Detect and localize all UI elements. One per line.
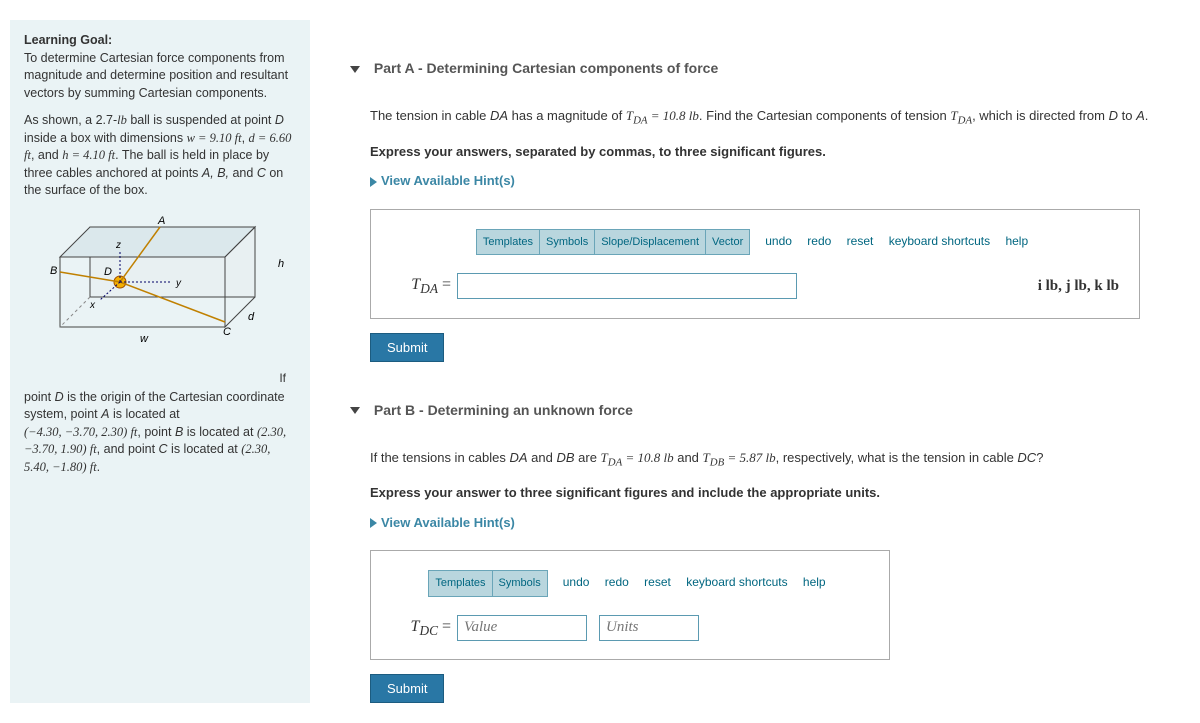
triangle-right-icon xyxy=(370,177,377,187)
svg-text:z: z xyxy=(115,240,121,251)
tb-templates[interactable]: Templates xyxy=(476,229,540,256)
part-b-value-input[interactable] xyxy=(457,615,587,641)
svg-text:C: C xyxy=(223,326,231,338)
tb-undo[interactable]: undo xyxy=(759,228,798,254)
learning-panel: Learning Goal: To determine Cartesian fo… xyxy=(10,20,310,703)
box-figure: A B C D w d h x y z xyxy=(30,212,290,362)
svg-text:x: x xyxy=(89,300,96,311)
part-a-submit-button[interactable]: Submit xyxy=(370,333,444,362)
part-a-answer-input[interactable] xyxy=(457,273,797,299)
tb-slope[interactable]: Slope/Displacement xyxy=(594,229,706,256)
part-a-header[interactable]: Part A - Determining Cartesian component… xyxy=(350,60,1190,76)
svg-text:y: y xyxy=(175,278,182,289)
tb-reset[interactable]: reset xyxy=(841,228,880,254)
learning-goal-text: To determine Cartesian force components … xyxy=(24,51,288,100)
part-b-instruction: Express your answer to three significant… xyxy=(370,483,1190,503)
tb-redo[interactable]: redo xyxy=(599,569,635,595)
tb-symbols[interactable]: Symbols xyxy=(539,229,595,256)
tb-undo[interactable]: undo xyxy=(557,569,596,595)
part-b-body: If the tensions in cables DA and DB are … xyxy=(370,448,1190,704)
svg-text:B: B xyxy=(50,265,57,277)
learning-goal-label: Learning Goal: xyxy=(24,33,112,47)
tb-help[interactable]: help xyxy=(999,228,1034,254)
svg-text:D: D xyxy=(104,266,112,278)
tb-vector[interactable]: Vector xyxy=(705,229,750,256)
tb-redo[interactable]: redo xyxy=(801,228,837,254)
part-a-hint-link[interactable]: View Available Hint(s) xyxy=(370,171,515,191)
problem-para-1: As shown, a 2.7-lb ball is suspended at … xyxy=(24,112,296,200)
part-a-toolbar: TemplatesSymbolsSlope/DisplacementVector… xyxy=(391,228,1119,256)
caret-down-icon xyxy=(350,407,360,414)
tb-kbd[interactable]: keyboard shortcuts xyxy=(883,228,996,254)
part-b-toolbar: TemplatesSymbols undo redo reset keyboar… xyxy=(391,569,869,597)
svg-text:A: A xyxy=(157,215,165,227)
part-a-units: i lb, j lb, k lb xyxy=(1038,275,1119,298)
caret-down-icon xyxy=(350,66,360,73)
part-a-lhs: TDA = xyxy=(391,273,457,299)
part-a-instruction: Express your answers, separated by comma… xyxy=(370,142,1190,162)
tb-help[interactable]: help xyxy=(797,569,832,595)
triangle-right-icon xyxy=(370,518,377,528)
part-b-header[interactable]: Part B - Determining an unknown force xyxy=(350,402,1190,418)
svg-text:d: d xyxy=(248,311,255,323)
tb-kbd[interactable]: keyboard shortcuts xyxy=(680,569,793,595)
part-a-body: The tension in cable DA has a magnitude … xyxy=(370,106,1190,362)
part-a-answer-box: TemplatesSymbolsSlope/DisplacementVector… xyxy=(370,209,1140,319)
if-label: If xyxy=(279,371,286,385)
part-b-submit-button[interactable]: Submit xyxy=(370,674,444,703)
part-b-lhs: TDC = xyxy=(391,615,457,641)
problem-para-2: point D is the origin of the Cartesian c… xyxy=(24,389,296,477)
svg-text:w: w xyxy=(140,333,149,345)
part-b-hint-link[interactable]: View Available Hint(s) xyxy=(370,513,515,533)
tb-reset[interactable]: reset xyxy=(638,569,677,595)
tb-symbols[interactable]: Symbols xyxy=(492,570,548,597)
tb-templates[interactable]: Templates xyxy=(428,570,492,597)
svg-text:h: h xyxy=(278,258,284,270)
part-b-units-input[interactable] xyxy=(599,615,699,641)
